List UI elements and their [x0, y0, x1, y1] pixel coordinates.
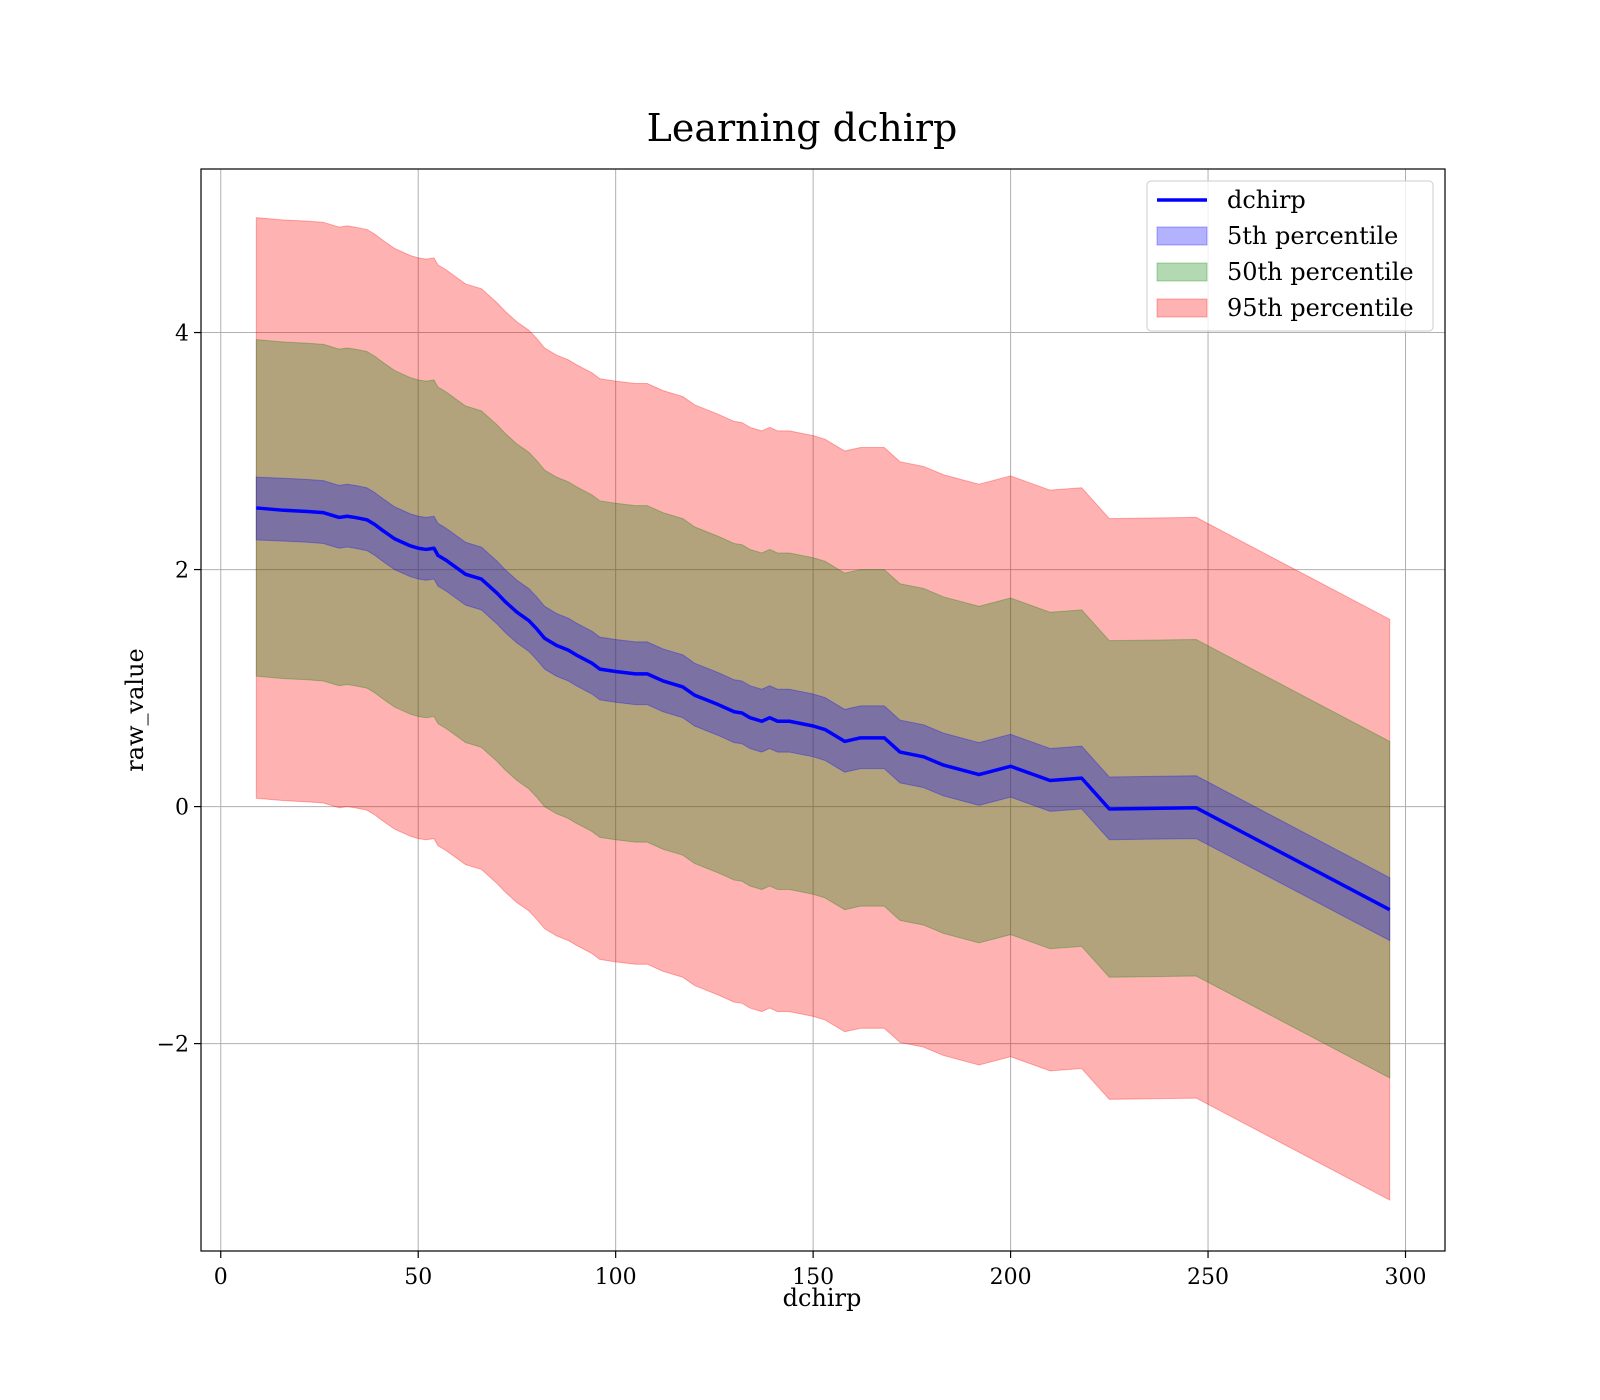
legend-label-50th-percentile: 50th percentile — [1227, 258, 1414, 286]
legend: dchirp 5th percentile 50th percentile 95… — [1146, 180, 1434, 332]
axis-ticks: 0 50 100 150 200 250 300 −2 0 2 4 — [157, 322, 1427, 1290]
band-50th-percentile — [255, 339, 1391, 1079]
x-tick-label: 200 — [990, 1265, 1032, 1290]
chart-title: Learning dchirp — [647, 106, 958, 150]
y-axis-label: raw_value — [121, 648, 149, 772]
x-tick-label: 0 — [214, 1265, 228, 1290]
y-tick-label: 0 — [175, 796, 189, 821]
legend-box — [1146, 180, 1434, 332]
legend-label-dchirp: dchirp — [1227, 186, 1306, 214]
x-tick-label: 300 — [1385, 1265, 1427, 1290]
dchirp-line-layer — [256, 506, 1391, 912]
legend-label-5th-percentile: 5th percentile — [1227, 222, 1398, 250]
x-tick-label: 50 — [404, 1265, 432, 1290]
percentile-bands — [255, 217, 1391, 1201]
band-5th-percentile — [255, 476, 1391, 942]
y-tick-label: −2 — [157, 1033, 189, 1058]
band-95th-percentile — [255, 217, 1391, 1201]
x-tick-label: 250 — [1187, 1265, 1229, 1290]
x-tick-label: 100 — [595, 1265, 637, 1290]
plot-frame — [200, 168, 1446, 1252]
x-tick-label: 150 — [792, 1265, 834, 1290]
y-tick-label: 4 — [175, 322, 189, 347]
legend-swatch-5th-percentile — [1156, 226, 1208, 246]
y-tick-label: 2 — [175, 559, 189, 584]
legend-label-95th-percentile: 95th percentile — [1227, 294, 1414, 322]
legend-swatch-95th-percentile — [1156, 298, 1208, 318]
legend-swatch-50th-percentile — [1156, 262, 1208, 282]
x-axis-label: dchirp — [783, 1284, 862, 1312]
dchirp-line — [256, 506, 1391, 912]
grid-lines — [201, 169, 1445, 1251]
